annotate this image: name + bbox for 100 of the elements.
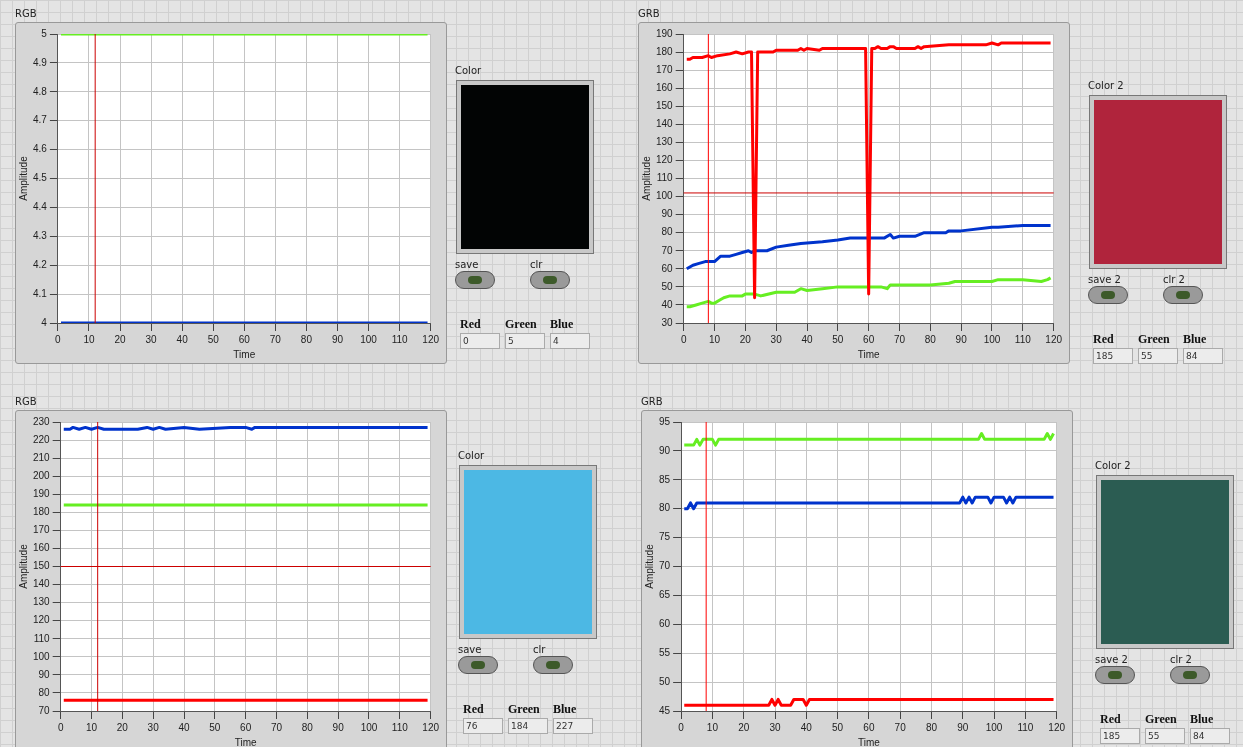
y-axis-title: Amplitude: [17, 155, 29, 201]
text: Color 2: [1095, 460, 1131, 471]
text: Red: [1100, 712, 1121, 727]
x-tick-label: 110: [391, 721, 409, 733]
text: 84: [1183, 348, 1223, 364]
text: Green: [1145, 712, 1177, 727]
x-tick-label: 70: [269, 333, 282, 345]
x-tick-label: 0: [680, 333, 687, 345]
y-tick-label: 45: [659, 704, 671, 716]
y-tick-label: 4.4: [33, 201, 48, 213]
y-tick-label: 4.8: [33, 85, 48, 97]
text: clr: [533, 644, 546, 655]
y-tick-label: 85: [659, 473, 671, 485]
x-axis-title: Time: [857, 348, 881, 360]
text: 55: [1145, 728, 1185, 744]
x-tick-label: 70: [270, 721, 283, 733]
y-axis-title: Amplitude: [640, 155, 652, 201]
y-tick-label: 80: [661, 226, 674, 238]
x-tick-label: 90: [955, 333, 968, 345]
x-tick-label: 50: [832, 333, 844, 345]
y-tick-label: 4.6: [33, 143, 48, 155]
y-tick-label: 130: [33, 596, 51, 608]
text: Color: [458, 450, 485, 461]
x-axis-title: Time: [233, 348, 256, 360]
y-tick-label: 190: [656, 27, 674, 39]
x-tick-label: 80: [925, 721, 938, 733]
text: Green: [505, 317, 537, 332]
y-tick-label: 130: [656, 136, 674, 148]
x-tick-label: 20: [114, 333, 127, 345]
x-tick-label: 30: [769, 721, 782, 733]
text: Blue: [550, 317, 574, 332]
y-tick-label: 230: [33, 415, 51, 427]
y-tick-label: 75: [659, 531, 671, 543]
y-tick-label: 50: [661, 280, 674, 292]
y-tick-label: 60: [661, 262, 674, 274]
y-tick-label: 110: [656, 172, 674, 184]
text: 76: [463, 718, 503, 734]
text: Color: [455, 65, 482, 76]
text: 227: [553, 718, 593, 734]
chart-title: RGB: [15, 396, 37, 407]
x-axis-title: Time: [234, 736, 258, 747]
x-tick-label: 120: [422, 333, 440, 345]
text: Blue: [553, 702, 577, 717]
text: 4: [550, 333, 590, 349]
x-tick-label: 100: [985, 721, 1003, 733]
text: Green: [1138, 332, 1170, 347]
text: clr 2: [1170, 654, 1192, 665]
x-tick-label: 90: [332, 721, 345, 733]
x-tick-label: 40: [801, 333, 814, 345]
text: clr: [530, 259, 543, 270]
x-tick-label: 20: [738, 721, 750, 733]
y-tick-label: 4.2: [33, 258, 48, 270]
text: Red: [460, 317, 481, 332]
y-tick-label: 110: [33, 632, 51, 644]
x-tick-label: 40: [178, 721, 191, 733]
y-tick-label: 70: [661, 244, 674, 256]
x-tick-label: 20: [739, 333, 752, 345]
text: save 2: [1088, 274, 1121, 285]
text: 185: [1100, 728, 1140, 744]
y-tick-label: 160: [656, 81, 674, 93]
x-tick-label: 0: [55, 333, 62, 345]
x-tick-label: 60: [863, 721, 875, 733]
y-tick-label: 70: [659, 560, 671, 572]
y-tick-label: 5: [41, 27, 48, 39]
x-tick-label: 20: [116, 721, 129, 733]
y-tick-label: 170: [656, 63, 674, 75]
y-tick-label: 190: [33, 488, 51, 499]
text: Red: [1093, 332, 1114, 347]
y-tick-label: 220: [33, 433, 51, 445]
y-axis-title: Amplitude: [17, 543, 29, 589]
text: 185: [1093, 348, 1133, 364]
text: Color 2: [1088, 80, 1124, 91]
y-tick-label: 160: [33, 542, 51, 554]
y-tick-label: 50: [659, 675, 671, 687]
x-tick-label: 10: [83, 333, 95, 345]
text: save 2: [1095, 654, 1128, 665]
text: clr 2: [1163, 274, 1185, 285]
y-tick-label: 150: [33, 560, 51, 572]
x-tick-label: 0: [678, 721, 685, 733]
chart-title: GRB: [638, 8, 660, 19]
text: Green: [508, 702, 540, 717]
y-tick-label: 90: [38, 668, 51, 680]
y-tick-label: 180: [33, 506, 51, 518]
y-tick-label: 4.5: [33, 172, 48, 184]
x-tick-label: 40: [800, 721, 813, 733]
y-tick-label: 4.1: [33, 287, 48, 299]
x-tick-label: 30: [770, 333, 783, 345]
y-tick-label: 170: [33, 524, 51, 536]
y-tick-label: 210: [33, 451, 51, 463]
y-tick-label: 100: [33, 650, 51, 662]
text: save: [458, 644, 482, 655]
x-axis-title: Time: [857, 736, 881, 747]
y-tick-label: 90: [661, 208, 674, 220]
text: 5: [505, 333, 545, 349]
y-tick-label: 180: [656, 45, 674, 57]
text: Red: [463, 702, 484, 717]
x-tick-label: 10: [708, 333, 721, 345]
x-tick-label: 90: [957, 721, 969, 733]
chart-title: RGB: [15, 8, 37, 19]
text: save: [455, 259, 479, 270]
